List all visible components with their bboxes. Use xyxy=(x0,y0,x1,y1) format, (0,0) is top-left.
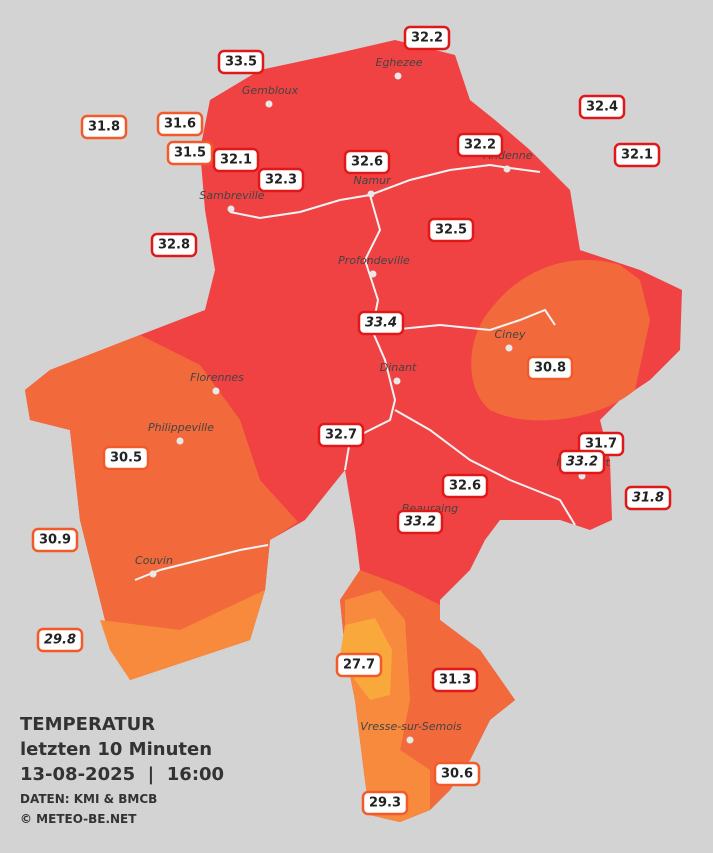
station-box xyxy=(403,25,451,51)
station-box xyxy=(150,232,198,258)
station-value: 30.8 xyxy=(534,361,566,376)
station-box xyxy=(102,445,150,471)
station-box xyxy=(578,94,626,120)
city-dot xyxy=(176,437,184,445)
city-label: Dinant xyxy=(380,361,417,374)
city-dot xyxy=(367,190,375,198)
city-dot xyxy=(394,72,402,80)
river xyxy=(389,308,556,332)
station-value: 32.7 xyxy=(325,428,357,443)
station-value: 33.2 xyxy=(404,515,436,530)
river xyxy=(344,194,397,471)
city-label: Couvin xyxy=(135,554,173,567)
station-value: 33.5 xyxy=(225,55,257,70)
station-value: 27.7 xyxy=(343,658,375,673)
station-box xyxy=(317,422,365,448)
copyright: © METEO-BE.NET xyxy=(20,812,137,826)
station-box xyxy=(36,627,84,653)
station-box xyxy=(526,355,574,381)
datetime: 13-08-2025 | 16:00 xyxy=(20,764,224,785)
zone-east xyxy=(471,260,650,421)
city-dot xyxy=(406,736,414,744)
station-box xyxy=(335,652,383,678)
station-value: 32.1 xyxy=(621,148,653,163)
station-value: 32.2 xyxy=(411,31,443,46)
station-box xyxy=(357,310,405,336)
subtitle: letzten 10 Minuten xyxy=(20,739,212,760)
station-box xyxy=(441,473,489,499)
city-label: Eghezee xyxy=(376,56,423,69)
station-value: 31.6 xyxy=(164,117,196,132)
city-label: Vresse-sur-Semois xyxy=(360,720,462,733)
station-box xyxy=(396,509,444,535)
station-value: 33.2 xyxy=(566,455,598,470)
station-box xyxy=(456,132,504,158)
zone-light-west xyxy=(100,590,265,680)
station-box xyxy=(31,527,79,553)
station-box xyxy=(166,140,214,166)
city-label: Profondeville xyxy=(338,254,410,267)
city-dot xyxy=(149,570,157,578)
zone-west xyxy=(25,335,298,680)
station-value: 32.6 xyxy=(351,155,383,170)
station-value: 31.8 xyxy=(632,491,664,506)
city-label: Ciney xyxy=(495,328,526,341)
station-box xyxy=(80,114,128,140)
city-label: Philippeville xyxy=(148,421,214,434)
city-label: Namur xyxy=(353,174,392,187)
river xyxy=(229,163,541,220)
station-box xyxy=(431,667,479,693)
station-value: 30.9 xyxy=(39,533,71,548)
station-box xyxy=(343,149,391,175)
station-value: 31.7 xyxy=(585,437,617,452)
station-value: 32.4 xyxy=(586,100,618,115)
station-value: 30.5 xyxy=(110,451,142,466)
station-value: 31.5 xyxy=(174,146,206,161)
city-dot xyxy=(369,270,377,278)
station-value: 29.8 xyxy=(44,633,76,648)
station-box xyxy=(217,49,265,75)
station-value: 30.6 xyxy=(441,767,473,782)
station-value: 32.5 xyxy=(435,223,467,238)
station-box xyxy=(427,217,475,243)
city-dot xyxy=(227,205,235,213)
station-value: 32.3 xyxy=(265,173,297,188)
station-box xyxy=(156,111,204,137)
city-label: Sambreville xyxy=(199,189,264,202)
city-dot xyxy=(503,165,511,173)
station-box xyxy=(613,142,661,168)
city-dot xyxy=(265,100,273,108)
station-value: 32.1 xyxy=(220,153,252,168)
stations: 32.2 33.5 31.8 31.6 31.5 32.1 32.3 32.6 32.2 32.4… xyxy=(31,25,672,816)
station-value: 31.8 xyxy=(88,120,120,135)
city-label: Florennes xyxy=(190,371,244,384)
station-box xyxy=(361,790,409,816)
city-label: Gembloux xyxy=(242,84,299,97)
station-box xyxy=(257,167,305,193)
station-value: 32.6 xyxy=(449,479,481,494)
station-value: 29.3 xyxy=(369,796,401,811)
city-dot xyxy=(505,344,513,352)
city-dot xyxy=(393,377,401,385)
river xyxy=(394,409,576,526)
station-box xyxy=(624,485,672,511)
city-dot xyxy=(212,387,220,395)
legend-block: TEMPERATUR letzten 10 Minuten 13-08-2025… xyxy=(20,714,224,826)
station-value: 32.2 xyxy=(464,138,496,153)
station-box xyxy=(558,449,606,475)
station-box xyxy=(433,761,481,787)
title: TEMPERATUR xyxy=(20,714,155,735)
station-value: 33.4 xyxy=(365,316,397,331)
station-value: 32.8 xyxy=(158,238,190,253)
station-value: 31.3 xyxy=(439,673,471,688)
source: DATEN: KMI & BMCB xyxy=(20,792,157,806)
rivers xyxy=(134,163,576,581)
station-box xyxy=(212,147,260,173)
